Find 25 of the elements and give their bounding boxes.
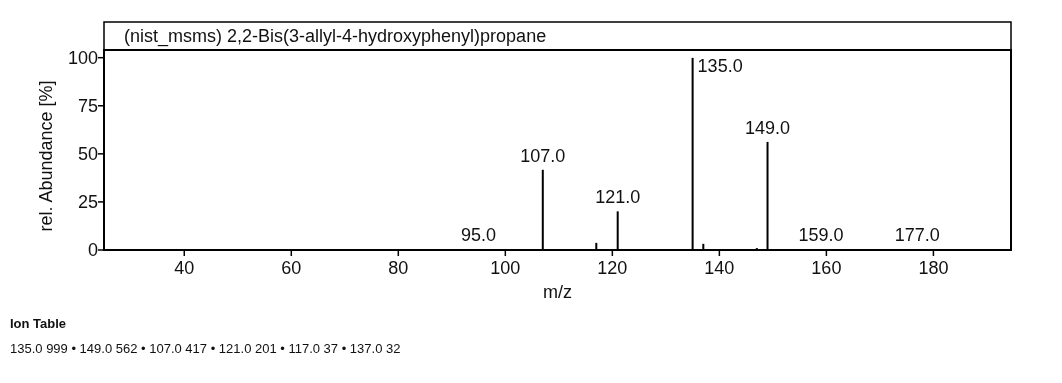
- x-tick-label: 180: [918, 258, 949, 278]
- y-tick-label: 50: [77, 143, 98, 164]
- annotation: 121.0: [595, 187, 641, 208]
- annotation: 177.0: [894, 225, 940, 246]
- x-tick-label: 80: [388, 258, 409, 278]
- annotation: 159.0: [798, 225, 844, 246]
- annotation: 95.0: [461, 225, 497, 246]
- annotation: 149.0: [745, 117, 791, 138]
- text: 135.0 999 • 149.0 562 • 107.0 417 • 121.0 201 • 117.0 37 • 137.0 32: [10, 341, 401, 356]
- x-tick-label: 160: [811, 258, 842, 278]
- y-tick-label: 25: [77, 191, 98, 212]
- x-tick-label: 60: [281, 258, 302, 278]
- annotation: 135.0: [697, 55, 743, 76]
- x-axis-title: m/z: [543, 282, 572, 302]
- chart-title: (nist_msms) 2,2-Bis(3-allyl-4-hydroxyphenyl)propane: [124, 26, 547, 47]
- y-axis-title: rel. Abundance [%]: [36, 80, 56, 232]
- y-tick-label: 100: [67, 47, 98, 68]
- text: Ion Table: [10, 316, 67, 331]
- y-tick-label: 0: [87, 240, 98, 260]
- annotation: 107.0: [520, 145, 566, 166]
- x-tick-label: 120: [597, 258, 628, 278]
- x-tick-label: 140: [704, 258, 735, 278]
- y-tick-label: 75: [77, 95, 98, 116]
- x-tick-label: 40: [174, 258, 195, 278]
- x-tick-label: 100: [490, 258, 521, 278]
